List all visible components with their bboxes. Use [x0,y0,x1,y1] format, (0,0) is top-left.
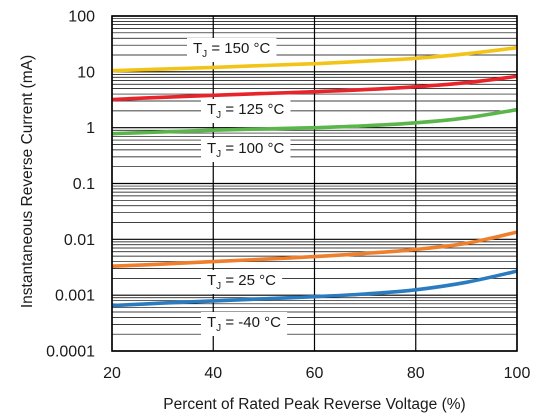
x-tick-label: 100 [504,365,531,382]
series-line-t100 [111,107,518,136]
plot-frame [111,15,518,352]
x-tick-labels: 20 40 60 80 100 [103,365,530,382]
series-label-box-tm40 [201,312,288,336]
series-label-backgrounds [187,38,291,336]
series-label-box-t100 [201,138,291,162]
y-tick-label: 1 [86,120,95,137]
series-label-box-t125 [201,99,291,123]
series-line-tm40 [111,269,518,308]
y-tick-label: 0.0001 [46,344,95,361]
y-tick-label: 100 [68,9,95,26]
x-axis-title: Percent of Rated Peak Reverse Voltage (%… [163,396,465,413]
y-axis-title: Instantaneous Reverse Current (mA) [19,55,36,308]
series-line-t25 [111,230,518,268]
y-tick-label: 10 [77,64,95,81]
series-label-t125: TJ = 125 °C [207,101,284,121]
series-label-t100: TJ = 100 °C [207,140,284,160]
series-label-box-t25 [201,270,283,294]
series-label-t150: TJ = 150 °C [193,40,270,60]
y-tick-label: 0.01 [64,232,95,249]
series-label-tm40: TJ = -40 °C [207,314,281,334]
series-lines [111,45,518,308]
x-tick-label: 20 [103,365,121,382]
y-tick-label: 0.001 [55,288,95,305]
x-tick-label: 40 [204,365,222,382]
y-tick-label: 0.1 [73,176,95,193]
x-tick-label: 80 [407,365,425,382]
y-tick-labels: 0.0001 0.001 0.01 0.1 1 10 100 [46,9,95,361]
series-line-t125 [111,74,518,102]
series-label-box-t150 [187,38,277,62]
x-tick-label: 60 [306,365,324,382]
series-line-t150 [111,45,518,73]
series-label-t25: TJ = 25 °C [207,272,276,292]
series-labels: TJ = 150 °C TJ = 125 °C TJ = 100 °C TJ = 25… [193,40,284,334]
